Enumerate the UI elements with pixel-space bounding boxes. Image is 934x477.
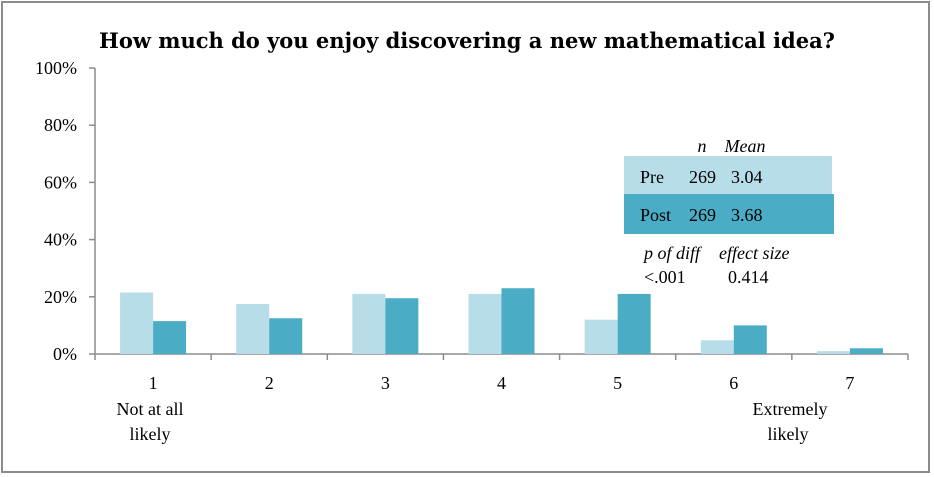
stats-row-post-mean: 3.68 <box>731 205 763 225</box>
category-7-sublabel-line2: likely <box>768 424 809 444</box>
y-tick-label: 60% <box>44 172 77 192</box>
bar-pre-6 <box>700 340 734 354</box>
category-7-sublabel-line1: Extremely <box>753 399 828 419</box>
bar-pre-7 <box>816 351 850 354</box>
stats-row-post-label: Post <box>640 205 671 225</box>
stats-table: n Mean Pre 269 3.04 Post 269 3.68 p of d… <box>624 136 834 287</box>
stats-p-value: <.001 <box>644 267 686 287</box>
stats-row-post-background <box>624 194 834 234</box>
x-tick-label-4: 4 <box>497 373 506 393</box>
y-tick-label: 80% <box>44 115 77 135</box>
stats-p-label: p of diff <box>642 243 703 263</box>
x-tick-label-3: 3 <box>381 373 390 393</box>
bar-post-1 <box>153 321 187 354</box>
x-tick-label-6: 6 <box>729 373 738 393</box>
y-tick-label: 0% <box>53 344 77 364</box>
x-axis-ticks: 1 2 3 4 5 6 7 <box>94 354 909 393</box>
y-axis-ticks: 0% 20% 40% 60% 80% 100% <box>35 58 95 364</box>
x-tick-label-5: 5 <box>613 373 622 393</box>
bar-pre-1 <box>120 292 154 354</box>
chart-title: How much do you enjoy discovering a new … <box>99 28 835 53</box>
bar-pre-5 <box>584 319 618 354</box>
bar-series <box>120 288 883 354</box>
y-tick-label: 100% <box>35 58 77 78</box>
bar-post-7 <box>849 348 883 354</box>
stats-row-post-n: 269 <box>689 205 716 225</box>
category-1-sublabel-line1: Not at all <box>117 399 184 419</box>
x-tick-label-2: 2 <box>265 373 274 393</box>
stats-header-mean: Mean <box>724 136 766 156</box>
stats-row-pre-n: 269 <box>689 167 716 187</box>
x-tick-label-1: 1 <box>149 373 158 393</box>
x-tick-label-7: 7 <box>845 373 854 393</box>
stats-row-pre-label: Pre <box>640 167 664 187</box>
y-tick-label: 40% <box>44 230 77 250</box>
bar-post-5 <box>617 293 651 354</box>
stats-header-n: n <box>698 136 707 156</box>
bar-post-2 <box>269 318 303 354</box>
y-tick-label: 20% <box>44 287 77 307</box>
stats-row-pre-background <box>624 156 832 194</box>
bar-pre-3 <box>352 293 386 354</box>
stats-effect-label: effect size <box>719 243 789 263</box>
stats-row-pre-mean: 3.04 <box>731 167 763 187</box>
stats-effect-value: 0.414 <box>728 267 769 287</box>
bar-post-3 <box>385 298 419 354</box>
bar-post-4 <box>501 288 535 354</box>
category-1-sublabel-line2: likely <box>130 424 171 444</box>
bar-pre-4 <box>468 293 502 354</box>
bar-pre-2 <box>236 303 270 354</box>
bar-post-6 <box>733 325 767 354</box>
